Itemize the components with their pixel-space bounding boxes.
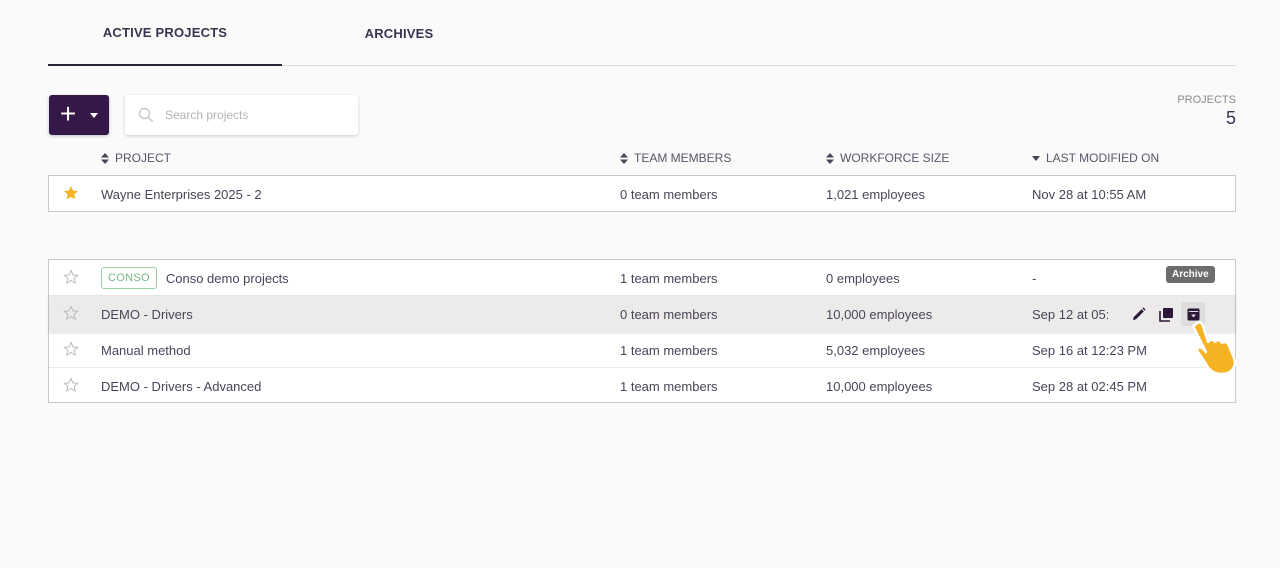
workforce-cell: 10,000 employees: [826, 378, 933, 394]
tab-archives[interactable]: ARCHIVES: [364, 25, 434, 41]
sort-icon: [620, 152, 628, 164]
project-name: Manual method: [101, 342, 191, 358]
duplicate-button[interactable]: [1154, 302, 1178, 326]
tab-active-projects[interactable]: ACTIVE PROJECTS: [48, 0, 282, 66]
project-name-cell: CONSO Conso demo projects: [101, 260, 289, 296]
table-row[interactable]: CONSO Conso demo projects 1 team members…: [49, 260, 1235, 296]
workforce-cell: 5,032 employees: [826, 342, 926, 358]
edit-button[interactable]: [1127, 302, 1151, 326]
last-modified-cell: Sep 28 at 02:45 PM: [1032, 378, 1147, 394]
team-members-cell: 0 team members: [620, 306, 718, 322]
projects-count-value: 5: [1225, 108, 1236, 128]
sort-icon: [101, 152, 109, 164]
project-name: DEMO - Drivers - Advanced: [101, 378, 262, 394]
team-members-cell: 1 team members: [620, 342, 718, 358]
project-name: DEMO - Drivers: [101, 306, 193, 322]
star-outline-icon[interactable]: [63, 305, 79, 321]
column-header-label: LAST MODIFIED ON: [1046, 151, 1160, 165]
duplicate-icon: [1158, 307, 1173, 322]
favorites-table: Wayne Enterprises 2025 - 2 0 team member…: [48, 175, 1236, 212]
sort-desc-icon: [1032, 155, 1040, 161]
hand-cursor-icon: [1192, 321, 1237, 376]
table-row[interactable]: DEMO - Drivers - Advanced 1 team members…: [49, 368, 1235, 404]
archive-tooltip: Archive: [1166, 266, 1215, 283]
plus-icon: +: [59, 98, 77, 129]
archive-icon: [1187, 308, 1199, 320]
search-box: [125, 95, 358, 135]
projects-table: CONSO Conso demo projects 1 team members…: [48, 259, 1236, 403]
team-members-cell: 1 team members: [620, 270, 718, 286]
column-header-label: WORKFORCE SIZE: [840, 151, 950, 165]
last-modified-cell: Nov 28 at 10:55 AM: [1032, 186, 1147, 202]
column-header-project[interactable]: PROJECT: [101, 151, 171, 165]
column-header-label: TEAM MEMBERS: [634, 151, 732, 165]
chevron-down-icon: [90, 113, 98, 118]
column-header-last-modified[interactable]: LAST MODIFIED ON: [1032, 151, 1159, 165]
project-name: Wayne Enterprises 2025 - 2: [101, 186, 262, 202]
team-members-cell: 1 team members: [620, 378, 718, 394]
star-outline-icon[interactable]: [63, 341, 79, 357]
project-name: Conso demo projects: [165, 270, 289, 286]
workforce-cell: 0 employees: [826, 270, 900, 286]
workforce-cell: 10,000 employees: [826, 306, 933, 322]
last-modified-cell: Sep 16 at 12:23 PM: [1032, 342, 1147, 358]
projects-count-label: PROJECTS: [1177, 94, 1236, 106]
column-header-label: PROJECT: [115, 151, 172, 165]
search-input[interactable]: [165, 95, 350, 135]
workforce-cell: 1,021 employees: [826, 186, 926, 202]
column-header-team-members[interactable]: TEAM MEMBERS: [620, 151, 731, 165]
last-modified-cell: -: [1032, 270, 1037, 286]
team-members-cell: 0 team members: [620, 186, 718, 202]
sort-icon: [826, 152, 834, 164]
table-row[interactable]: Wayne Enterprises 2025 - 2 0 team member…: [49, 176, 1235, 212]
tab-bar: ACTIVE PROJECTS ARCHIVES: [48, 0, 1236, 66]
edit-icon: [1133, 307, 1146, 320]
star-filled-icon[interactable]: [63, 185, 79, 201]
search-icon: [138, 107, 154, 123]
conso-badge: CONSO: [101, 267, 157, 289]
table-row[interactable]: DEMO - Drivers 0 team members 10,000 emp…: [49, 296, 1235, 332]
star-outline-icon[interactable]: [63, 377, 79, 393]
star-outline-icon[interactable]: [63, 269, 79, 285]
add-project-button[interactable]: +: [49, 95, 109, 135]
table-row[interactable]: Manual method 1 team members 5,032 emplo…: [49, 332, 1235, 368]
last-modified-cell: Sep 12 at 05:: [1032, 306, 1108, 322]
column-header-workforce-size[interactable]: WORKFORCE SIZE: [826, 151, 949, 165]
